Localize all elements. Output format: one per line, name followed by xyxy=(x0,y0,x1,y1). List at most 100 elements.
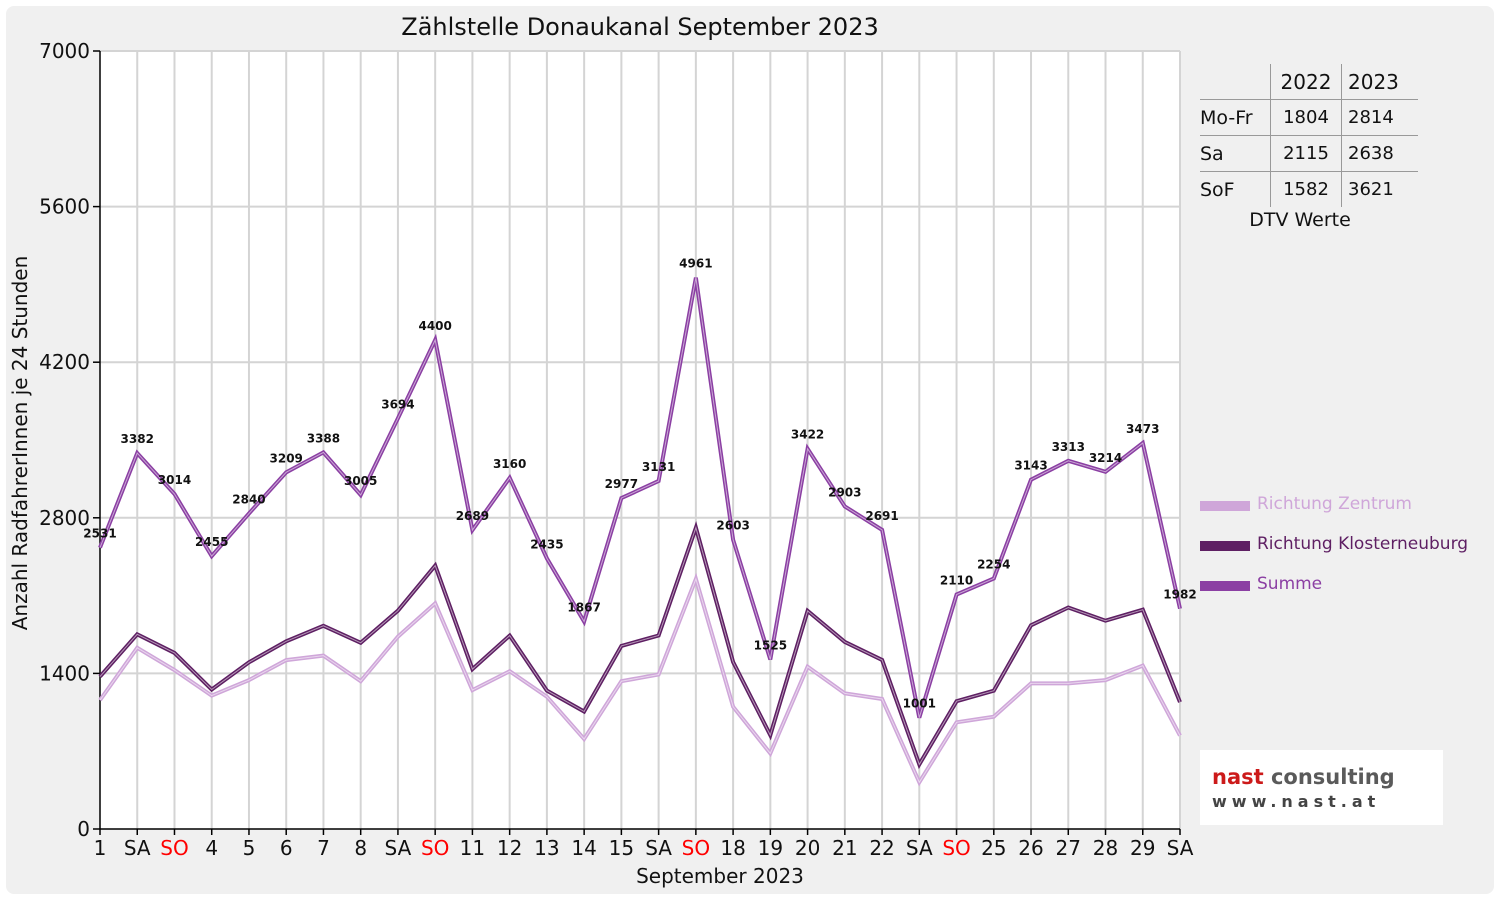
data-label: 2110 xyxy=(940,573,973,587)
x-tick-label: SA xyxy=(385,836,412,860)
data-label: 3422 xyxy=(791,428,824,442)
dtv-header-row: 2022 2023 xyxy=(1200,64,1418,100)
dtv-table: 2022 2023 Mo-Fr 1804 2814 Sa 2115 2638 S… xyxy=(1200,64,1418,207)
x-tick-label: 13 xyxy=(534,836,559,860)
nast-consulting-logo: nast consulting www.nast.at xyxy=(1200,750,1443,825)
dtv-header-2022: 2022 xyxy=(1270,64,1342,100)
x-tick-label: SA xyxy=(1167,836,1194,860)
x-tick-label: 11 xyxy=(460,836,485,860)
logo-url: www.nast.at xyxy=(1212,792,1381,811)
y-tick-label: 1400 xyxy=(39,661,90,685)
dtv-value-2022: 2115 xyxy=(1270,135,1342,172)
dtv-row-label: SoF xyxy=(1200,171,1271,207)
x-tick-label: 26 xyxy=(1018,836,1043,860)
x-tick-label: 29 xyxy=(1130,836,1155,860)
x-tick-label: SO xyxy=(942,836,970,860)
data-label: 4400 xyxy=(418,319,451,333)
data-label: 1867 xyxy=(567,600,600,614)
data-label: 2903 xyxy=(828,485,861,499)
x-tick-label: 5 xyxy=(243,836,256,860)
dtv-caption: DTV Werte xyxy=(1249,209,1351,231)
dtv-row-sa: Sa 2115 2638 xyxy=(1200,135,1418,172)
data-label: 3382 xyxy=(121,432,154,446)
y-tick-label: 4200 xyxy=(39,350,90,374)
x-tick-label: SO xyxy=(682,836,710,860)
x-tick-label: SO xyxy=(160,836,188,860)
data-label: 2840 xyxy=(232,492,265,506)
dtv-value-2022: 1804 xyxy=(1270,99,1342,136)
data-label: 3214 xyxy=(1089,451,1122,465)
data-label: 2603 xyxy=(716,519,749,533)
legend-label: Richtung Zentrum xyxy=(1257,494,1412,514)
chart-title: Zählstelle Donaukanal September 2023 xyxy=(401,13,879,41)
x-tick-label: SA xyxy=(906,836,933,860)
data-label: 2531 xyxy=(83,527,116,541)
x-tick-label: 1 xyxy=(94,836,107,860)
legend-swatch xyxy=(1200,501,1250,511)
dtv-value-2022: 1582 xyxy=(1270,171,1342,207)
dtv-row-mo-fr: Mo-Fr 1804 2814 xyxy=(1200,99,1418,136)
data-label: 3209 xyxy=(270,451,303,465)
x-tick-label: SA xyxy=(645,836,672,860)
x-tick-label: 19 xyxy=(758,836,783,860)
dtv-row-label: Sa xyxy=(1200,135,1271,172)
x-tick-label: 22 xyxy=(869,836,894,860)
x-tick-label: 14 xyxy=(571,836,596,860)
x-tick-label: SA xyxy=(124,836,151,860)
legend-label: Richtung Klosterneuburg xyxy=(1257,534,1469,554)
x-axis-label: September 2023 xyxy=(636,864,804,888)
x-tick-label: 28 xyxy=(1093,836,1118,860)
x-tick-label: 18 xyxy=(720,836,745,860)
series-line-highlight xyxy=(99,526,1181,766)
data-label: 3388 xyxy=(307,431,340,445)
plot-area xyxy=(100,51,1180,829)
x-tick-label: 20 xyxy=(795,836,820,860)
x-tick-label: 21 xyxy=(832,836,857,860)
dtv-value-2023: 2638 xyxy=(1341,135,1418,172)
data-label: 2689 xyxy=(456,509,489,523)
logo-brand: nast xyxy=(1212,765,1264,789)
series-line-highlight xyxy=(99,577,1181,784)
data-label: 1001 xyxy=(903,697,936,711)
data-label: 3313 xyxy=(1052,440,1085,454)
logo-wordmark: nast consulting xyxy=(1212,765,1395,789)
data-label: 3131 xyxy=(642,460,675,474)
data-label: 1982 xyxy=(1163,588,1196,602)
data-label: 3143 xyxy=(1014,459,1047,473)
y-tick-label: 5600 xyxy=(39,195,90,219)
data-label: 3694 xyxy=(381,397,414,411)
x-tick-label: 25 xyxy=(981,836,1006,860)
y-tick-label: 7000 xyxy=(39,39,90,63)
data-label: 2435 xyxy=(530,537,563,551)
data-label: 3473 xyxy=(1126,422,1159,436)
legend-label: Summe xyxy=(1257,574,1323,594)
data-label: 3160 xyxy=(493,457,526,471)
y-tick-label: 2800 xyxy=(39,506,90,530)
dtv-row-label: Mo-Fr xyxy=(1200,99,1271,136)
x-tick-label: 27 xyxy=(1056,836,1081,860)
data-label: 2977 xyxy=(605,477,638,491)
data-label: 3005 xyxy=(344,474,377,488)
data-label: 4961 xyxy=(679,257,712,271)
x-tick-label: 15 xyxy=(609,836,634,860)
data-label: 1525 xyxy=(754,639,787,653)
y-axis-label: Anzahl RadfahrerInnen je 24 Stunden xyxy=(8,256,32,631)
legend-swatch xyxy=(1200,581,1250,591)
x-tick-label: 8 xyxy=(354,836,367,860)
dtv-value-2023: 3621 xyxy=(1341,171,1418,207)
logo-suffix: consulting xyxy=(1263,765,1395,789)
data-label: 2254 xyxy=(977,557,1010,571)
dtv-header-2023: 2023 xyxy=(1341,64,1418,100)
data-label: 3014 xyxy=(158,473,191,487)
x-tick-label: 7 xyxy=(317,836,330,860)
x-tick-label: 12 xyxy=(497,836,522,860)
dtv-row-sof: SoF 1582 3621 xyxy=(1200,171,1418,207)
x-tick-label: 6 xyxy=(280,836,293,860)
y-tick-label: 0 xyxy=(77,817,90,841)
dtv-header-empty xyxy=(1200,64,1271,100)
data-label: 2455 xyxy=(195,535,228,549)
series-line-highlight xyxy=(99,277,1181,718)
dtv-value-2023: 2814 xyxy=(1341,99,1418,136)
x-tick-label: SO xyxy=(421,836,449,860)
